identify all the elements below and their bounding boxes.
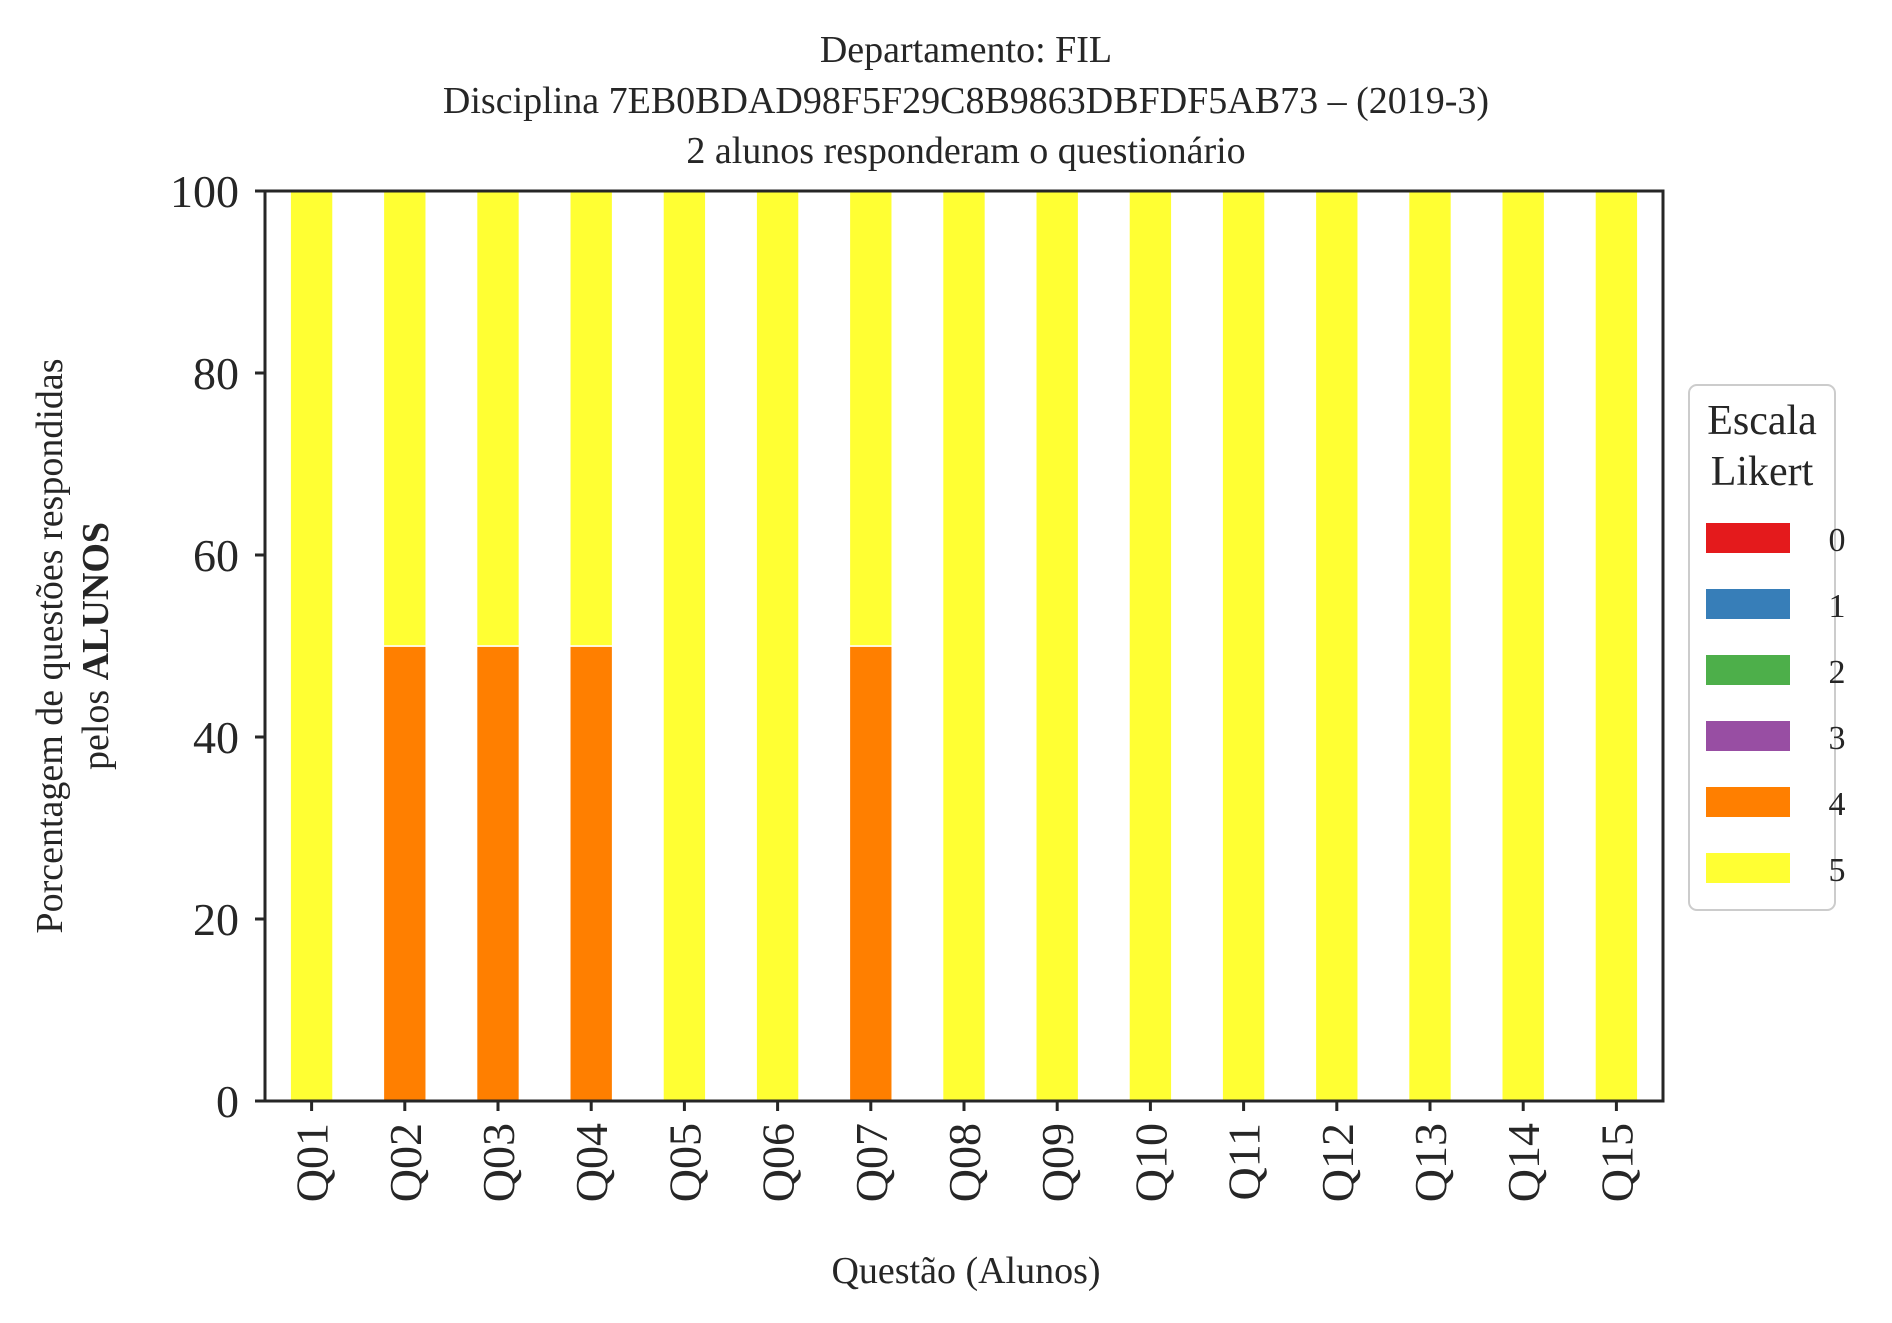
bar-q04-series-4: [569, 645, 614, 1102]
legend-label-2: 2: [1829, 654, 1846, 691]
x-tick-label-q15: Q15: [1591, 1123, 1642, 1202]
bar-q13-series-5: [1407, 190, 1453, 1102]
x-tick-label-q07: Q07: [846, 1123, 897, 1202]
plot-frame: [263, 189, 1665, 1103]
chart-title-line-3: 2 alunos responderam o questionário: [686, 130, 1245, 172]
legend-swatch-2: [1706, 655, 1790, 685]
x-tick-label-q05: Q05: [659, 1123, 710, 1202]
y-tick-label-20: 20: [193, 894, 239, 945]
bar-q10-series-5: [1128, 190, 1173, 1102]
y-axis-ticks: 0 20 40 60 80 100: [170, 166, 265, 1127]
legend-swatch-0: [1706, 523, 1790, 553]
x-tick-label-q03: Q03: [473, 1123, 524, 1202]
y-tick-label-60: 60: [193, 530, 239, 581]
bar-q15-series-5: [1594, 190, 1639, 1102]
legend-label-0: 0: [1829, 522, 1846, 559]
y-axis-label-prefix: pelos: [75, 680, 117, 770]
x-axis-ticks: Q01 Q02 Q03 Q04 Q05 Q06 Q07 Q08 Q09 Q10 Q11 Q12 Q13 Q…: [287, 1101, 1642, 1202]
legend-swatch-4: [1706, 787, 1790, 817]
chart-title: Departamento: FIL Disciplina 7EB0BDAD98F…: [443, 29, 1489, 172]
bar-q07-series-4: [848, 645, 893, 1102]
bar-q09-series-5: [1035, 190, 1080, 1102]
legend-title-line-2: Likert: [1711, 449, 1814, 495]
x-tick-label-q11: Q11: [1219, 1123, 1270, 1201]
x-tick-label-q06: Q06: [753, 1123, 804, 1202]
y-axis-label: Porcentagem de questões respondidas pelo…: [29, 358, 117, 933]
x-tick-label-q13: Q13: [1405, 1123, 1456, 1202]
bars-layer: [289, 190, 1639, 1102]
y-tick-label-100: 100: [170, 166, 239, 217]
legend-swatch-1: [1706, 589, 1790, 619]
x-tick-label-q02: Q02: [380, 1123, 431, 1202]
y-tick-label-0: 0: [216, 1076, 239, 1127]
bar-q12-series-5: [1314, 190, 1359, 1102]
legend: Escala Likert 0 1 2 3 4 5: [1688, 384, 1846, 911]
legend-label-5: 5: [1829, 852, 1846, 889]
bar-q02-series-5: [382, 190, 427, 647]
x-tick-label-q04: Q04: [566, 1123, 617, 1202]
bar-q03-series-5: [475, 190, 521, 647]
x-tick-label-q14: Q14: [1498, 1123, 1549, 1202]
legend-frame: [1688, 384, 1836, 911]
x-tick-label-q08: Q08: [939, 1123, 990, 1202]
y-axis-label-bold: ALUNOS: [75, 522, 117, 680]
chart-title-line-1: Departamento: FIL: [820, 29, 1112, 71]
y-axis-label-line-1: Porcentagem de questões respondidas: [29, 358, 71, 933]
legend-title-line-1: Escala: [1707, 398, 1817, 444]
x-axis-label: Questão (Alunos): [831, 1250, 1100, 1292]
bar-q01-series-5: [289, 190, 334, 1102]
y-tick-label-40: 40: [193, 712, 239, 763]
x-tick-label-q10: Q10: [1125, 1123, 1176, 1202]
legend-label-4: 4: [1829, 786, 1846, 823]
y-tick-label-80: 80: [193, 348, 239, 399]
bar-q07-series-5: [848, 190, 893, 647]
bar-q06-series-5: [755, 190, 800, 1102]
legend-items: 0 1 2 3 4 5: [1706, 522, 1846, 889]
legend-swatch-5: [1706, 853, 1790, 883]
bar-q11-series-5: [1221, 190, 1266, 1102]
bar-q08-series-5: [941, 190, 987, 1102]
bar-q02-series-4: [382, 645, 427, 1102]
x-tick-label-q12: Q12: [1312, 1123, 1363, 1202]
bar-q03-series-4: [475, 645, 521, 1102]
legend-label-3: 3: [1829, 720, 1846, 757]
legend-label-1: 1: [1829, 588, 1846, 625]
chart-title-line-2: Disciplina 7EB0BDAD98F5F29C8B9863DBFDF5A…: [443, 80, 1489, 122]
bar-q04-series-5: [569, 190, 614, 647]
y-axis-label-line-2: pelos ALUNOS: [75, 522, 117, 770]
x-tick-label-q01: Q01: [287, 1123, 338, 1202]
bar-q14-series-5: [1501, 190, 1546, 1102]
x-tick-label-q09: Q09: [1032, 1123, 1083, 1202]
legend-swatch-3: [1706, 721, 1790, 751]
bar-q05-series-5: [662, 190, 707, 1102]
